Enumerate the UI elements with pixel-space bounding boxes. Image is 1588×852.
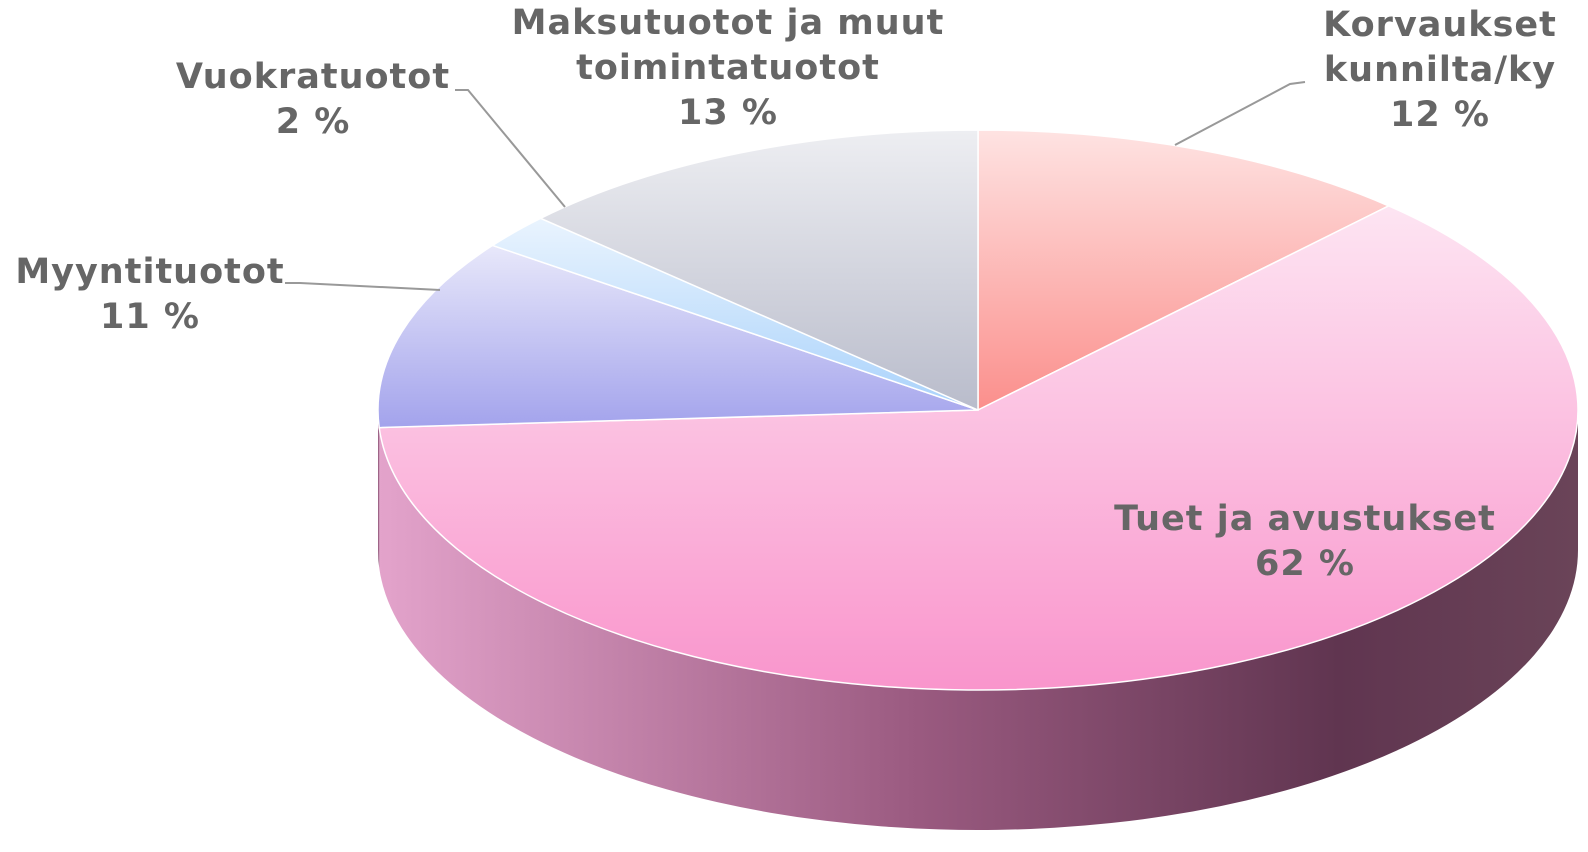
slice-label: Korvaukset kunnilta/ky 12 % <box>1295 3 1585 138</box>
value-label: 2 % <box>275 102 351 142</box>
value-label: 12 % <box>1390 95 1490 135</box>
category-label: Korvaukset kunnilta/ky <box>1323 5 1557 90</box>
category-label: Maksutuotot ja muut toimintatuotot <box>511 3 945 88</box>
leader-line <box>455 89 566 208</box>
leader-line <box>285 282 441 291</box>
slice-side <box>379 410 1579 831</box>
leader-line <box>1174 81 1306 146</box>
category-label: Myyntituotot <box>15 252 285 292</box>
slice-label: Myyntituotot 11 % <box>0 250 310 340</box>
value-label: 13 % <box>678 93 778 133</box>
category-label: Vuokratuotot <box>175 57 451 97</box>
slice-label: Tuet ja avustukset 62 % <box>1045 497 1565 587</box>
slice-label: Maksutuotot ja muut toimintatuotot 13 % <box>488 1 968 136</box>
value-label: 62 % <box>1255 544 1355 584</box>
category-label: Tuet ja avustukset <box>1114 499 1496 539</box>
slice-label: Vuokratuotot 2 % <box>153 55 473 145</box>
value-label: 11 % <box>100 297 200 337</box>
slice-side <box>378 410 380 568</box>
